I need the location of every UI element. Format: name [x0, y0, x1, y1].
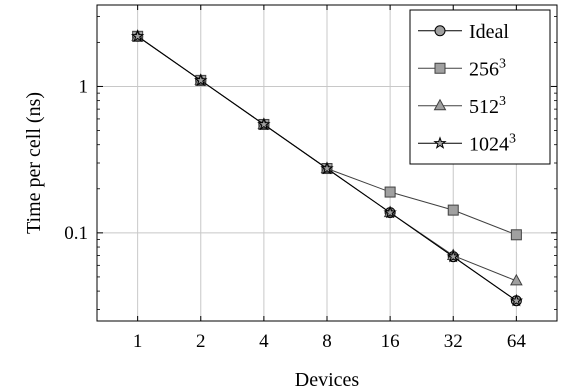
- data-point: [383, 205, 397, 219]
- data-point: [130, 29, 145, 42]
- legend-label: Ideal: [469, 21, 509, 43]
- legend-marker: [433, 136, 447, 149]
- x-tick-label: 64: [507, 331, 527, 352]
- data-point: [447, 204, 459, 216]
- legend-entry: 2563: [418, 56, 506, 80]
- data-point: [510, 229, 522, 241]
- x-axis-title: Devices: [295, 369, 360, 391]
- legend-box: [409, 9, 551, 165]
- x-tick-label: 16: [381, 331, 400, 352]
- series-4: [130, 29, 524, 307]
- legend-marker: [433, 98, 447, 111]
- data-point: [257, 117, 271, 131]
- legend-entry: 10243: [418, 131, 516, 155]
- legend-label: 10243: [469, 131, 516, 155]
- data-point: [446, 249, 460, 263]
- x-tick-label: 1: [133, 331, 143, 352]
- series-layer: [130, 29, 524, 307]
- legend-label: 5123: [469, 94, 506, 118]
- data-point: [510, 273, 523, 286]
- y-axis-title: Time per cell (ns): [23, 92, 45, 234]
- x-tick-label: 4: [259, 331, 269, 352]
- legend-marker: [434, 25, 446, 37]
- y-tick-label: 1: [79, 76, 89, 97]
- legend: Ideal 2563 5123 10243: [409, 9, 551, 165]
- data-point: [194, 73, 208, 87]
- legend-entry: 5123: [418, 94, 506, 118]
- data-point: [320, 161, 334, 175]
- data-point: [509, 293, 524, 307]
- data-point: [384, 186, 396, 198]
- x-tick-label: 8: [322, 331, 332, 352]
- y-tick-label: 0.1: [64, 223, 88, 244]
- legend-label: 2563: [469, 56, 506, 80]
- legend-entry: Ideal: [418, 21, 509, 43]
- ticks: 1 2 4 8 16 32 64 1 0.1: [64, 5, 557, 352]
- x-tick-label: 2: [196, 331, 206, 352]
- legend-marker: [434, 62, 446, 74]
- x-tick-label: 32: [444, 331, 463, 352]
